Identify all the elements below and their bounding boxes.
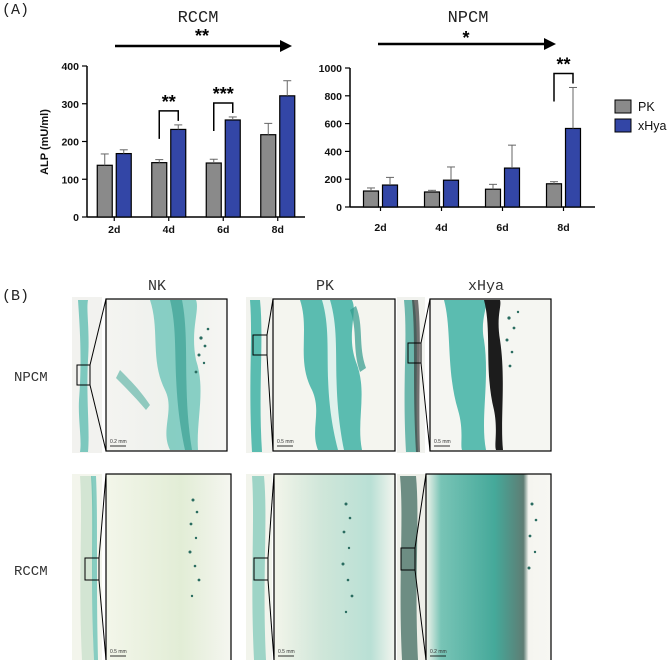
- significance-label: ***: [213, 84, 234, 104]
- row-label-rccm: RCCM: [14, 564, 48, 580]
- bar-xhya: [503, 167, 521, 208]
- npcm-alp-chart: NPCM * 0 200 400 600 800 1000 2d 4d 6d 8d **: [319, 9, 595, 234]
- bar-xhya: [224, 119, 241, 218]
- legend: PK xHya: [614, 99, 667, 133]
- significance-label: **: [556, 54, 570, 74]
- trend-arrow: [378, 38, 556, 50]
- bar-pk: [362, 190, 380, 208]
- x-tick-label: 4d: [435, 222, 447, 234]
- significance-bracket: [158, 110, 179, 139]
- significance-label: **: [162, 92, 176, 112]
- trend-significance: *: [462, 28, 469, 48]
- bar-xhya: [381, 184, 399, 208]
- y-axis-label: ALP (mU/ml): [39, 109, 51, 175]
- scale-bar-label: 0.5 mm: [110, 649, 127, 655]
- significance-bracket: [553, 72, 574, 102]
- x-tick-label: 2d: [374, 222, 386, 234]
- column-label-pk: PK: [316, 278, 334, 295]
- y-tick-label: 1000: [319, 63, 343, 75]
- chart-title: NPCM: [448, 9, 489, 28]
- bar-pk: [205, 162, 222, 218]
- micrograph-rccm-xhya: 0.2 mm: [397, 473, 552, 660]
- x-tick-label: 8d: [557, 222, 569, 234]
- micrograph-npcm-nk: 0.2 mm: [72, 297, 228, 453]
- micrograph-rccm-nk: 0.5 mm: [72, 473, 232, 660]
- bar-pk: [151, 162, 168, 218]
- scale-bar-label: 0.5 mm: [277, 439, 294, 445]
- y-tick-label: 600: [324, 119, 342, 131]
- bar-xhya: [564, 127, 582, 208]
- y-tick-label: 400: [61, 61, 79, 73]
- x-tick-label: 2d: [108, 224, 120, 236]
- y-tick-label: 0: [73, 212, 79, 224]
- scale-bar-label: 0.5 mm: [278, 649, 295, 655]
- x-tick-label: 8d: [272, 224, 284, 236]
- scale-bar-label: 0.2 mm: [110, 439, 127, 445]
- bar-pk: [545, 183, 563, 208]
- row-label-npcm: NPCM: [14, 370, 48, 386]
- trend-significance: **: [195, 26, 209, 46]
- legend-swatch-xhya: [614, 118, 632, 133]
- bar-pk: [96, 164, 113, 218]
- panel-a-label: (A): [2, 2, 29, 19]
- y-tick-label: 200: [324, 174, 342, 186]
- y-tick-label: 200: [61, 137, 79, 149]
- bar-xhya: [115, 152, 132, 218]
- bar-pk: [423, 191, 441, 208]
- y-tick-label: 400: [324, 146, 342, 158]
- x-tick-label: 6d: [496, 222, 508, 234]
- scale-bar-label: 0.5 mm: [434, 439, 451, 445]
- x-tick-label: 6d: [217, 224, 229, 236]
- y-tick-label: 100: [61, 174, 79, 186]
- legend-label-xhya: xHya: [638, 119, 667, 133]
- bar-xhya: [279, 95, 296, 218]
- micrograph-npcm-pk: 0.5 mm: [246, 297, 396, 453]
- column-label-xhya: xHya: [468, 278, 504, 295]
- legend-swatch-pk: [614, 99, 632, 114]
- bar-pk: [260, 134, 277, 218]
- column-label-nk: NK: [148, 278, 166, 295]
- legend-item-pk: PK: [614, 99, 655, 114]
- micrograph-npcm-xhya: 0.5 mm: [397, 297, 552, 453]
- bar-xhya: [170, 128, 187, 218]
- y-tick-label: 300: [61, 99, 79, 111]
- bar-xhya: [442, 179, 460, 208]
- legend-item-xhya: xHya: [614, 118, 667, 133]
- bar-pk: [484, 188, 502, 208]
- y-tick-label: 800: [324, 91, 342, 103]
- trend-arrow: [115, 40, 292, 52]
- x-tick-label: 4d: [163, 224, 175, 236]
- scale-bar-label: 0.2 mm: [430, 649, 447, 655]
- panel-b-label: (B): [2, 288, 29, 305]
- micrograph-rccm-pk: 0.5 mm: [246, 473, 396, 660]
- legend-label-pk: PK: [638, 100, 655, 114]
- significance-bracket: [213, 102, 234, 131]
- y-tick-label: 0: [336, 202, 342, 214]
- chart-title: RCCM: [178, 9, 219, 28]
- rccm-alp-chart: RCCM ** ALP (mU/ml) 0 100 200 300 400 2d 4d ** 6…: [39, 9, 305, 236]
